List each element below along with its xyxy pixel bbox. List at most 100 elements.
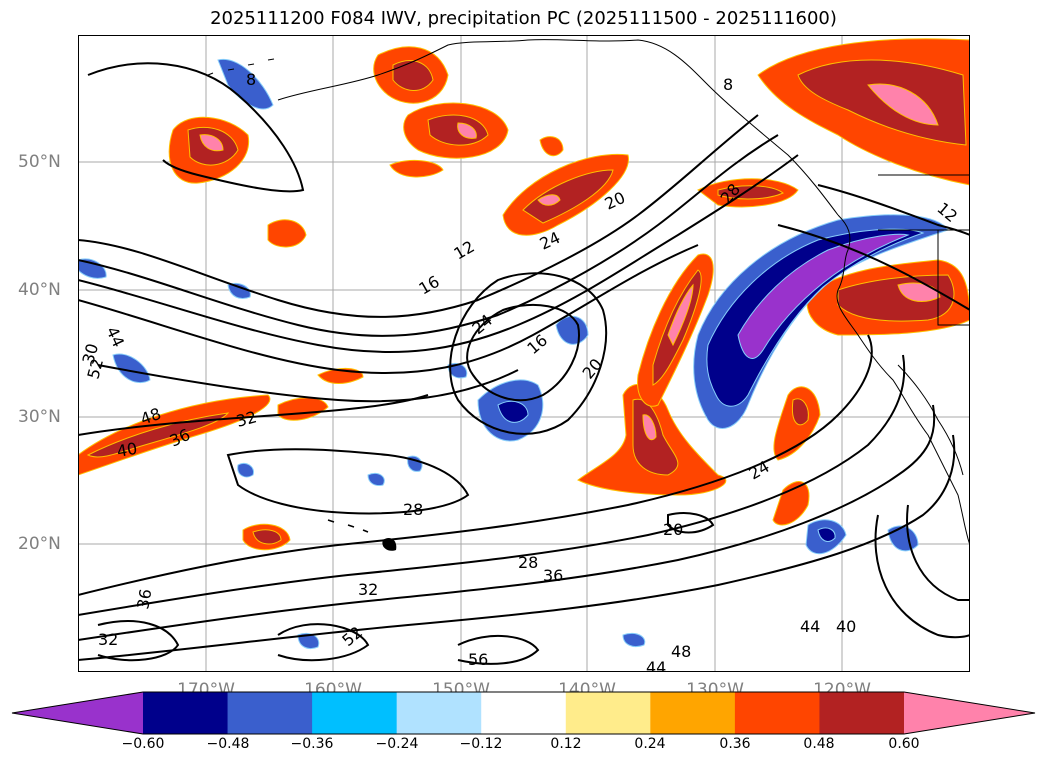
contour-12 [78,404,936,641]
contour-10 [78,334,873,596]
hawaii-islets [327,519,369,533]
colorbar-extend-low [12,692,143,734]
contour-label: 32 [98,630,118,649]
contour-label: 8 [246,70,256,89]
precip-neg-se-2 [887,525,919,552]
precip-neg-dot-5 [297,632,320,649]
contour-label: 36 [133,587,155,610]
precip-neg-se-1-core [817,527,836,542]
contour-6 [97,364,519,403]
contour-label: 48 [671,642,691,661]
lat-label-20n: 20°N [18,534,61,554]
precip-neg-dot-1 [237,462,255,478]
colorbar-segments [12,692,1035,734]
precip-area-ne-top-peak [867,83,939,126]
precip-area-30n-west-core [86,412,230,458]
precip-area-se-25n-core [791,398,809,426]
contour-20 [667,512,715,534]
colorbar-segment [481,692,567,734]
contour-1 [87,62,305,193]
contour-label: 12 [451,237,478,264]
precip-neg-dot-4 [227,282,251,299]
contour-13 [78,434,956,661]
coastlines [207,39,970,546]
colorbar-outline [11,691,1036,735]
colorbar-tick: 0.60 [888,736,920,752]
precip-area-small-3 [539,136,564,157]
contour-label: 16 [416,272,443,299]
colorbar-tick: −0.36 [290,736,334,752]
precip-area-slant-band-peak [667,283,694,347]
contour-11 [78,354,906,616]
coastline-baja [897,364,964,476]
map-title: 2025111200 F084 IWV, precipitation PC (2… [210,8,837,29]
precip-area-top-center-1-core [392,60,434,91]
iwv-contours [78,62,970,665]
precip-area-aleutian-peak [199,134,224,152]
contour-label: 30 [79,341,103,366]
colorbar-extend-high [904,692,1035,734]
precip-neg-central-core [497,400,529,423]
contour-21 [817,184,970,236]
contour-17 [97,620,180,662]
contour-label: 32 [358,580,378,599]
precip-area-subtropical-peak [642,414,657,441]
precip-area-se-20n [772,481,810,526]
contour-label: 28 [518,553,538,572]
contour-label: 36 [543,566,563,585]
colorbar-segment [565,692,651,734]
contour-label: 44 [102,324,128,350]
colorbar-segment [734,692,820,734]
contour-label: 16 [523,330,551,358]
colorbar-tick: −0.12 [459,736,503,752]
precip-neg-central-2 [555,315,589,345]
precip-neg-dot-6 [622,632,646,648]
contour-label: 40 [836,617,856,636]
contour-14 [226,448,470,515]
contour-label: 20 [663,520,683,539]
precip-negative-areas [78,58,949,649]
contour-7 [78,394,429,436]
coastline-alaska [277,39,839,216]
contour-18 [277,623,370,662]
precip-neg-west-1 [78,258,107,279]
precip-area-small-2 [389,159,444,178]
colorbar-tick: 0.48 [803,736,835,752]
contour-label: 40 [115,439,138,461]
precip-area-canada-core [717,185,784,200]
precip-area-top-center-2-peak [457,122,477,139]
contour-15 [874,514,970,639]
precip-neg-coastal-band-core [737,233,910,359]
precip-area-20n-1-core [252,529,282,545]
colorbar-tick: −0.48 [206,736,250,752]
contour-19 [457,634,540,665]
contour-9 [449,272,607,435]
precip-positive-areas [78,38,970,551]
contour-5 [78,244,699,375]
aleutian-islands [207,58,275,76]
colorbar-tick: 0.24 [634,736,666,752]
lat-label-50n: 50°N [18,152,61,172]
colorbar-tick: −0.60 [121,736,165,752]
contour-2 [78,114,759,318]
contour-label: 52 [84,356,108,381]
precip-area-small-1 [267,219,307,248]
contour-22 [777,224,970,311]
contour-4 [78,154,799,354]
contour-label: 8 [723,75,733,94]
precip-neg-coastal-band-mid [706,228,925,407]
colorbar [11,691,1036,735]
contour-8 [466,304,580,402]
precip-area-45n-band-peak [537,194,561,206]
colorbar-tick: 0.36 [719,736,751,752]
contour-label: 28 [403,500,423,519]
colorbar-segment [312,692,398,734]
map-area: 8 8 12 12 16 16 20 20 20 24 24 24 28 28 … [78,35,970,672]
colorbar-segment [650,692,736,734]
lat-label-30n: 30°N [18,407,61,427]
contour-label: 44 [800,617,820,636]
colorbar-tick: −0.24 [375,736,419,752]
precip-neg-west-2 [112,353,151,384]
contour-label: 56 [468,650,488,669]
precip-neg-dot-2 [367,472,385,486]
